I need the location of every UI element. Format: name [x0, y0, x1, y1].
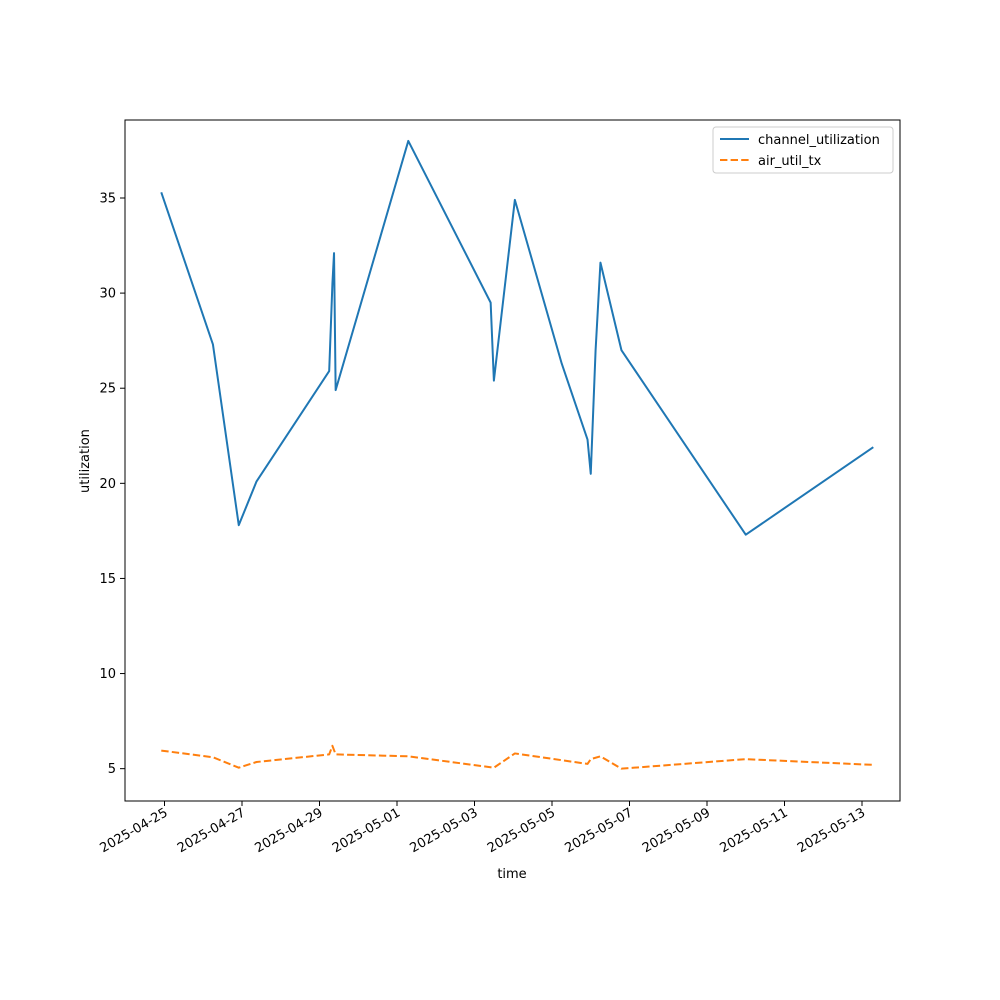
legend-label-channel_utilization: channel_utilization — [758, 133, 880, 148]
y-tick-label: 10 — [99, 667, 116, 682]
y-axis-label: utilization — [78, 429, 93, 493]
legend: channel_utilization air_util_tx — [712, 126, 894, 174]
legend-box — [712, 126, 894, 174]
x-axis-label: time — [497, 867, 526, 882]
plot-frame — [124, 119, 901, 802]
series-line-channel_utilization — [160, 139, 874, 536]
y-tick-label: 15 — [99, 572, 116, 587]
legend-label-air_util_tx: air_util_tx — [758, 154, 822, 169]
y-tick-label: 25 — [99, 382, 116, 397]
y-tick-label: 5 — [108, 762, 116, 777]
y-axis: 5 10 15 20 25 30 35 — [99, 191, 125, 777]
series-line-air_util_tx — [161, 744, 874, 770]
y-tick-label: 30 — [99, 287, 116, 302]
series-layer — [160, 139, 874, 770]
y-tick-label: 35 — [99, 191, 116, 206]
y-tick-label: 20 — [99, 477, 116, 492]
